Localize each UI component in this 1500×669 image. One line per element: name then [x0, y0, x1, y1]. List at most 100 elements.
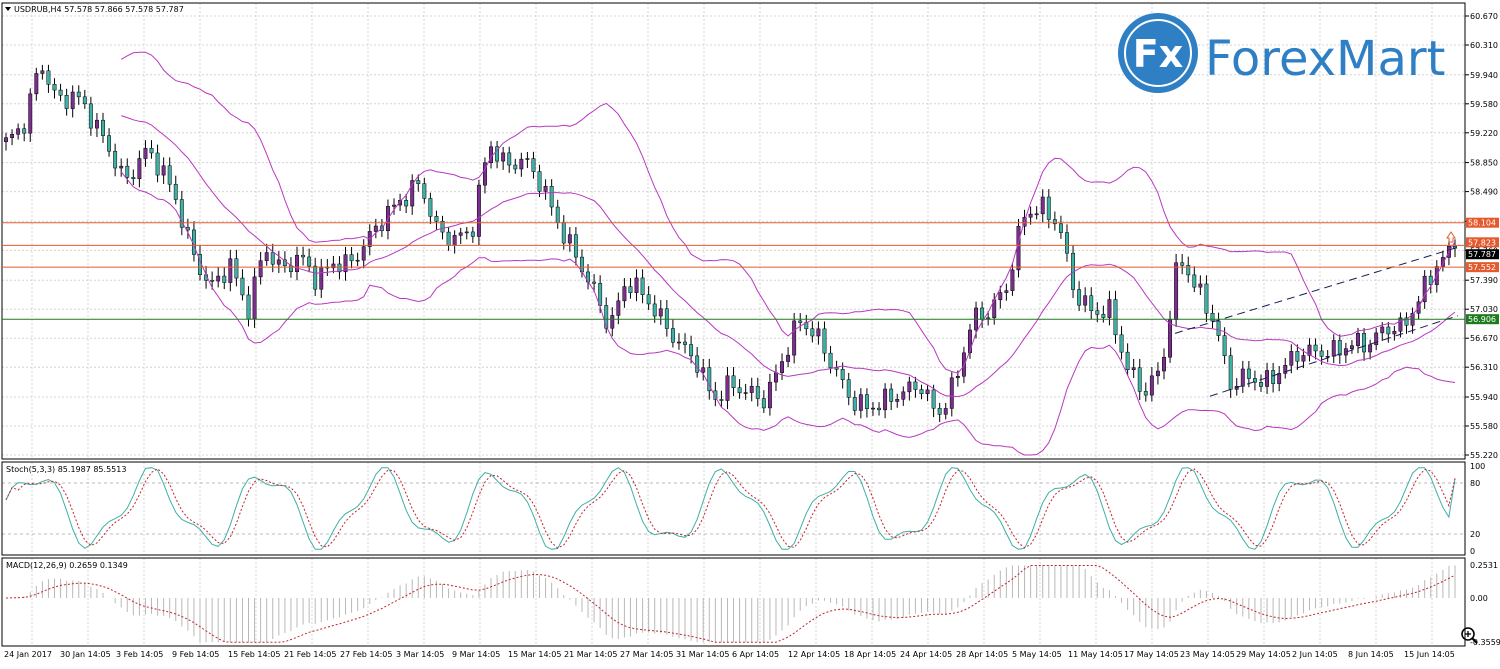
candle-body — [258, 260, 263, 278]
candle-body — [949, 377, 954, 409]
candle-body — [94, 119, 99, 129]
candle-body — [919, 389, 924, 395]
candle-body — [476, 184, 481, 237]
candle-body — [931, 389, 936, 409]
price-level-tag — [1466, 262, 1499, 273]
candle-body — [1362, 333, 1367, 353]
x-tick-label: 30 Jan 14:05 — [60, 650, 111, 659]
bollinger-lower-line — [120, 171, 1456, 456]
macd-panel-frame — [1, 557, 1466, 647]
candle-body — [731, 375, 736, 388]
candle-body — [725, 375, 730, 401]
candle-body — [543, 186, 548, 192]
candle-body — [179, 199, 184, 228]
candle-body — [810, 328, 815, 337]
candle-body — [1337, 340, 1342, 356]
x-tick-label: 8 Jun 14:05 — [1348, 650, 1394, 659]
candle-body — [501, 152, 506, 162]
candle-body — [519, 158, 524, 170]
y-tick-label: 60.310 — [1470, 41, 1498, 50]
price-level-label: 57.552 — [1468, 263, 1496, 272]
candle-body — [749, 386, 754, 393]
x-tick-label: 9 Feb 14:05 — [172, 650, 219, 659]
price-level-tag — [1466, 314, 1499, 325]
candle-body — [889, 388, 894, 402]
candle-body — [70, 91, 75, 109]
price-level-tag — [1466, 237, 1499, 248]
candle-body — [664, 308, 669, 329]
candle-body — [525, 158, 530, 160]
price-level-label: 58.104 — [1468, 219, 1496, 228]
y-tick-label: 60.670 — [1470, 12, 1498, 21]
candle-body — [1113, 299, 1118, 336]
candle-body — [1119, 334, 1124, 353]
price-level-tag — [1466, 217, 1499, 228]
candle-body — [264, 252, 269, 261]
candle-body — [1331, 340, 1336, 357]
x-tick-label: 17 May 14:05 — [1124, 650, 1179, 659]
y-tick-label: 55.580 — [1470, 422, 1498, 431]
axes: 24 Jan 2017 30 Jan 14:05 3 Feb 14:05 9 Feb … — [4, 12, 1500, 659]
candle-body — [470, 231, 475, 237]
candle-body — [1095, 310, 1100, 315]
candle-body — [1392, 330, 1397, 335]
candle-body — [301, 254, 306, 258]
candle-body — [1083, 295, 1088, 306]
candle-body — [149, 148, 154, 154]
candle-body — [1125, 351, 1130, 370]
candle-body — [446, 231, 451, 246]
candle-body — [1174, 262, 1179, 320]
candle-body — [1246, 368, 1251, 379]
candle-body — [34, 73, 39, 95]
candle-body — [1404, 317, 1409, 326]
stoch-header: Stoch(5,3,3) 85.1987 85.5513 — [6, 465, 126, 474]
candle-body — [1422, 275, 1427, 303]
candle-body — [1319, 350, 1324, 357]
candle-body — [567, 234, 572, 244]
stoch-tick-label: 100 — [1470, 462, 1485, 471]
candle-body — [392, 204, 396, 207]
candle-body — [604, 305, 609, 329]
candle-body — [598, 283, 603, 306]
candle-body — [1077, 289, 1082, 306]
x-tick-label: 15 Mar 14:05 — [508, 650, 561, 659]
candle-body — [968, 329, 972, 354]
stoch-signal-line — [5, 468, 1456, 549]
x-tick-label: 27 Mar 14:05 — [620, 650, 673, 659]
zoom-icon[interactable] — [1461, 627, 1478, 644]
candle-body — [1155, 370, 1160, 377]
stochastic-panel — [5, 467, 1456, 550]
candle-body — [737, 387, 742, 394]
candle-body — [1325, 355, 1330, 358]
candle-body — [458, 232, 463, 236]
candle-body — [913, 381, 918, 390]
candle-body — [1052, 219, 1057, 225]
candle-body — [1277, 373, 1282, 384]
candle-body — [834, 367, 839, 370]
candle-body — [1065, 232, 1069, 254]
candle-body — [561, 222, 566, 244]
candle-body — [361, 246, 366, 261]
candle-body — [767, 381, 772, 409]
candle-body — [877, 407, 881, 411]
candle-body — [713, 390, 718, 400]
macd-tick-label: 0.2531 — [1470, 561, 1498, 570]
candle-body — [216, 275, 221, 282]
candle-body — [549, 186, 554, 208]
candle-body — [846, 379, 851, 398]
candle-body — [883, 388, 888, 411]
candle-body — [270, 252, 275, 265]
candle-body — [1168, 319, 1173, 358]
candle-body — [295, 254, 299, 273]
y-tick-label: 59.580 — [1470, 100, 1498, 109]
stoch-panel-frame — [1, 461, 1466, 556]
candle-body — [58, 89, 63, 96]
candle-body — [513, 164, 518, 170]
candle-body — [774, 372, 778, 383]
y-tick-label: 55.220 — [1470, 451, 1498, 460]
y-tick-label: 57.390 — [1470, 276, 1498, 285]
candle-body — [937, 407, 942, 415]
x-tick-label: 9 Mar 14:05 — [452, 650, 500, 659]
chevron-down-icon[interactable] — [5, 7, 11, 11]
candle-body — [1271, 370, 1276, 384]
